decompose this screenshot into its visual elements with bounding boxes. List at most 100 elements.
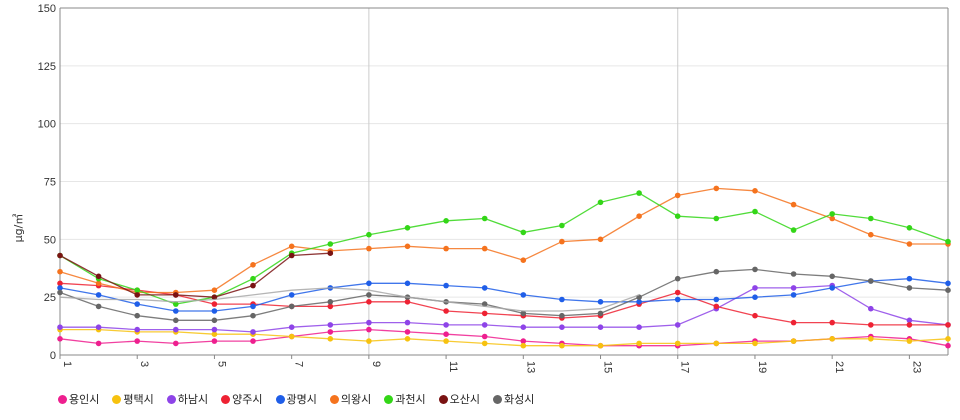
point-광명시 <box>791 292 797 298</box>
point-하남시 <box>791 285 797 291</box>
point-광명시 <box>134 301 140 307</box>
legend-label: 오산시 <box>450 391 480 407</box>
point-과천시 <box>405 225 411 231</box>
point-의왕시 <box>636 213 642 219</box>
point-의왕시 <box>366 246 372 252</box>
point-양주시 <box>945 322 951 328</box>
point-하남시 <box>752 285 758 291</box>
point-의왕시 <box>714 186 720 192</box>
point-오산시 <box>250 283 256 289</box>
point-과천시 <box>598 200 604 206</box>
point-의왕시 <box>289 244 295 250</box>
point-평택시 <box>328 336 334 342</box>
x-tick-label: 3 <box>138 361 150 367</box>
point-용인시 <box>443 331 449 337</box>
point-의왕시 <box>57 269 63 275</box>
y-tick-label: 25 <box>44 292 56 304</box>
legend-marker <box>167 395 176 404</box>
point-과천시 <box>945 239 951 245</box>
y-tick-label: 0 <box>50 350 56 362</box>
point-광명시 <box>96 292 102 298</box>
point-용인시 <box>482 334 488 340</box>
point-과천시 <box>791 227 797 233</box>
point-하남시 <box>57 324 63 330</box>
point-의왕시 <box>521 257 527 263</box>
x-tick-label: 13 <box>524 361 536 373</box>
point-평택시 <box>907 338 913 344</box>
point-광명시 <box>714 297 720 303</box>
point-평택시 <box>675 341 681 347</box>
point-평택시 <box>482 341 488 347</box>
point-하남시 <box>134 327 140 333</box>
point-과천시 <box>829 211 835 217</box>
point-평택시 <box>945 336 951 342</box>
legend-label: 양주시 <box>232 391 262 407</box>
point-화성시 <box>173 318 179 324</box>
point-평택시 <box>791 338 797 344</box>
point-화성시 <box>791 271 797 277</box>
legend-item[interactable]: 양주시 <box>221 391 262 407</box>
x-tick-label: 5 <box>215 361 227 367</box>
point-용인시 <box>96 341 102 347</box>
y-tick-label: 50 <box>44 234 56 246</box>
legend-label: 의왕시 <box>341 391 371 407</box>
point-광명시 <box>482 285 488 291</box>
point-오산시 <box>134 292 140 298</box>
legend-item[interactable]: 과천시 <box>384 391 425 407</box>
point-양주시 <box>443 308 449 314</box>
legend-item[interactable]: 화성시 <box>493 391 534 407</box>
point-평택시 <box>598 343 604 349</box>
x-tick-label: 11 <box>447 361 459 372</box>
point-광명시 <box>945 281 951 287</box>
point-양주시 <box>752 313 758 319</box>
legend-label: 과천시 <box>395 391 425 407</box>
y-axis-label: μg/㎥ <box>12 214 25 243</box>
point-광명시 <box>405 281 411 287</box>
legend: 용인시 평택시 하남시 양주시 광명시 의왕시 과천시 오산시 화성시 <box>58 391 547 407</box>
point-하남시 <box>212 327 218 333</box>
point-평택시 <box>289 334 295 340</box>
legend-item[interactable]: 평택시 <box>112 391 153 407</box>
point-화성시 <box>212 318 218 324</box>
point-과천시 <box>328 241 334 247</box>
point-과천시 <box>907 225 913 231</box>
point-과천시 <box>675 213 681 219</box>
point-양주시 <box>675 290 681 296</box>
legend-item[interactable]: 오산시 <box>439 391 480 407</box>
point-광명시 <box>366 281 372 287</box>
legend-item[interactable]: 광명시 <box>276 391 317 407</box>
point-과천시 <box>482 216 488 222</box>
legend-marker <box>221 395 230 404</box>
point-화성시 <box>829 274 835 280</box>
point-하남시 <box>250 329 256 335</box>
point-화성시 <box>250 313 256 319</box>
point-하남시 <box>521 324 527 330</box>
point-용인시 <box>405 329 411 335</box>
point-의왕시 <box>405 244 411 250</box>
point-평택시 <box>636 341 642 347</box>
point-오산시 <box>57 253 63 259</box>
point-화성시 <box>675 276 681 282</box>
point-평택시 <box>752 341 758 347</box>
point-용인시 <box>250 338 256 344</box>
legend-item[interactable]: 의왕시 <box>330 391 371 407</box>
y-tick-label: 150 <box>38 3 56 15</box>
x-tick-label: 19 <box>756 361 768 373</box>
legend-item[interactable]: 하남시 <box>167 391 208 407</box>
point-양주시 <box>714 304 720 310</box>
point-과천시 <box>868 216 874 222</box>
legend-item[interactable]: 용인시 <box>58 391 99 407</box>
point-하남시 <box>173 327 179 333</box>
point-광명시 <box>559 297 565 303</box>
point-광명시 <box>443 283 449 289</box>
legend-marker <box>330 395 339 404</box>
point-광명시 <box>752 294 758 300</box>
point-용인시 <box>212 338 218 344</box>
point-화성시 <box>559 313 565 319</box>
point-하남시 <box>868 306 874 312</box>
point-양주시 <box>791 320 797 326</box>
point-오산시 <box>289 253 295 259</box>
point-의왕시 <box>752 188 758 194</box>
point-용인시 <box>173 341 179 347</box>
y-tick-label: 100 <box>38 119 56 131</box>
